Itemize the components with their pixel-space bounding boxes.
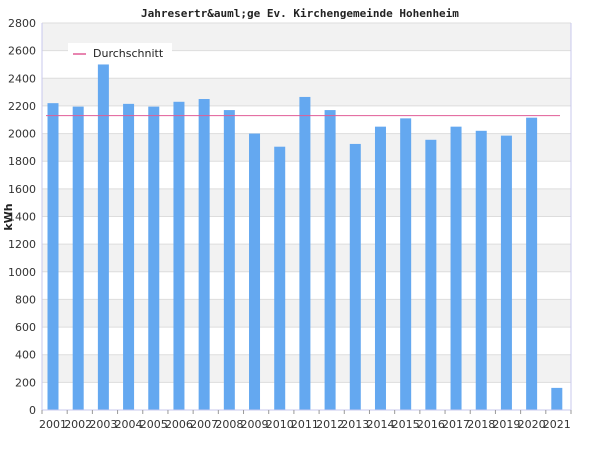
bar-2015 <box>400 118 412 410</box>
bar-2001 <box>47 103 59 411</box>
x-tick-label: 2008 <box>215 418 243 431</box>
x-tick-label: 2015 <box>392 418 420 431</box>
bar-2021 <box>551 387 563 410</box>
bar-2002 <box>72 106 84 411</box>
x-tick-label: 2002 <box>64 418 92 431</box>
y-tick-label: 200 <box>15 376 36 389</box>
bar-2016 <box>425 139 437 410</box>
legend-box <box>68 43 172 63</box>
x-tick-label: 2006 <box>165 418 193 431</box>
x-tick-label: 2007 <box>190 418 218 431</box>
chart-title: Jahresertr&auml;ge Ev. Kirchengemeinde H… <box>141 7 459 20</box>
x-tick-label: 2012 <box>316 418 344 431</box>
y-tick-label: 0 <box>29 404 36 417</box>
legend: Durchschnitt <box>68 43 172 63</box>
x-tick-label: 2014 <box>366 418 394 431</box>
x-tick-label: 2018 <box>467 418 495 431</box>
x-tick-label: 2010 <box>266 418 294 431</box>
x-tick-label: 2020 <box>518 418 546 431</box>
bar-2019 <box>500 135 512 410</box>
bar-2006 <box>173 101 185 411</box>
x-tick-label: 2013 <box>341 418 369 431</box>
legend-label-average: Durchschnitt <box>93 47 164 60</box>
x-tick-label: 2009 <box>241 418 269 431</box>
bar-2009 <box>249 133 261 411</box>
y-tick-label: 1800 <box>8 155 36 168</box>
y-tick-label: 2800 <box>8 17 36 30</box>
y-tick-label: 600 <box>15 321 36 334</box>
y-tick-label: 2600 <box>8 45 36 58</box>
bar-2014 <box>374 126 386 411</box>
x-tick-label: 2019 <box>492 418 520 431</box>
y-tick-label: 1000 <box>8 266 36 279</box>
bars <box>47 64 563 411</box>
bar-2005 <box>148 106 160 411</box>
y-tick-label: 800 <box>15 293 36 306</box>
y-tick-label: 1600 <box>8 183 36 196</box>
x-tick-label: 2005 <box>140 418 168 431</box>
axes <box>41 23 572 414</box>
bar-2017 <box>450 126 462 411</box>
y-tick-label: 2400 <box>8 72 36 85</box>
bar-2008 <box>223 110 235 410</box>
x-tick-label: 2011 <box>291 418 319 431</box>
y-tick-label: 400 <box>15 349 36 362</box>
x-tick-label: 2017 <box>442 418 470 431</box>
y-tick-label: 2000 <box>8 128 36 141</box>
bar-2018 <box>475 130 487 411</box>
x-tick-label: 2021 <box>543 418 571 431</box>
y-tick-label: 1400 <box>8 211 36 224</box>
x-tick-label: 2004 <box>115 418 143 431</box>
bar-2007 <box>198 99 210 411</box>
bar-2010 <box>274 146 286 410</box>
bar-2013 <box>349 143 361 410</box>
x-tick-label: 2001 <box>39 418 67 431</box>
y-tick-label: 1200 <box>8 238 36 251</box>
y-axis-label: kWh <box>2 203 15 230</box>
bar-2003 <box>97 64 109 410</box>
bar-2020 <box>526 117 538 410</box>
bar-2011 <box>299 96 311 410</box>
y-tick-labels: 0 200 400 600 800 1000 1200 1400 1600 1800 2000 220… <box>8 17 36 417</box>
x-tick-label: 2016 <box>417 418 445 431</box>
bar-2004 <box>123 103 135 411</box>
x-tick-labels: 2001200220032004200520062007200820092010… <box>39 418 571 431</box>
x-tick-label: 2003 <box>89 418 117 431</box>
bar-2012 <box>324 110 336 410</box>
y-tick-label: 2200 <box>8 100 36 113</box>
